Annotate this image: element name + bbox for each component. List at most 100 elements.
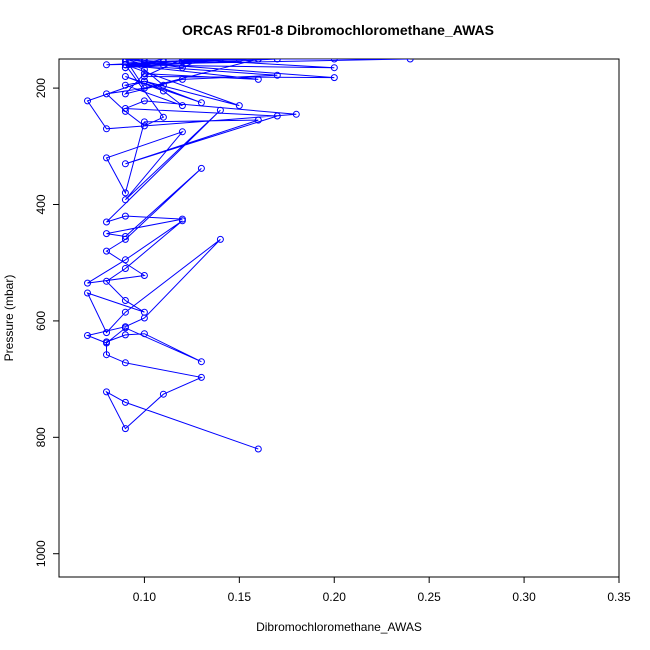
data-point xyxy=(121,196,129,204)
data-point xyxy=(406,59,414,63)
data-point xyxy=(121,323,129,331)
data-point xyxy=(178,102,186,110)
data-point xyxy=(159,59,167,66)
data-point xyxy=(121,235,129,243)
data-point xyxy=(178,59,186,63)
data-point xyxy=(159,390,167,398)
data-point xyxy=(121,189,129,197)
data-point xyxy=(197,373,205,381)
data-point xyxy=(121,256,129,264)
data-point xyxy=(178,215,186,223)
data-point xyxy=(103,277,110,285)
data-point xyxy=(121,73,129,80)
data-point xyxy=(140,73,148,80)
data-point xyxy=(178,59,186,66)
x-axis: 0.10 0.15 0.20 0.25 0.30 0.35 xyxy=(133,576,631,604)
data-point xyxy=(197,358,205,366)
data-point xyxy=(103,218,110,226)
data-point xyxy=(121,398,129,406)
data-point xyxy=(235,59,243,63)
data-point xyxy=(178,75,186,83)
data-point xyxy=(216,106,224,114)
data-point xyxy=(273,59,281,63)
x-tick-label: 0.15 xyxy=(228,590,252,604)
data-point xyxy=(330,59,338,63)
x-tick-label: 0.30 xyxy=(512,590,536,604)
x-tick-label: 0.25 xyxy=(417,590,441,604)
data-point xyxy=(121,64,129,72)
x-tick-label: 0.10 xyxy=(133,590,157,604)
data-point xyxy=(159,113,167,121)
data-point xyxy=(292,110,300,118)
y-axis-label: Pressure (mbar) xyxy=(2,275,16,362)
data-point xyxy=(103,230,110,238)
x-tick-label: 0.20 xyxy=(323,590,347,604)
data-point xyxy=(197,164,205,172)
data-point xyxy=(84,97,91,105)
data-point xyxy=(103,90,110,98)
y-tick-label: 600 xyxy=(34,311,48,331)
data-point xyxy=(235,102,243,110)
data-point xyxy=(84,289,91,297)
plot-frame xyxy=(58,58,620,578)
x-axis-label: Dibromochloromethane_AWAS xyxy=(256,620,422,634)
data-point xyxy=(140,122,148,130)
data-point xyxy=(216,235,224,243)
data-point xyxy=(121,359,129,367)
data-point xyxy=(178,128,186,136)
y-axis: 200 400 600 800 1000 xyxy=(34,78,60,567)
data-point xyxy=(140,308,148,316)
data-point xyxy=(84,332,91,339)
data-point xyxy=(159,61,167,69)
data-point xyxy=(121,81,129,89)
data-point xyxy=(216,59,224,63)
data-point xyxy=(121,90,129,98)
data-point xyxy=(273,71,281,79)
data-point xyxy=(121,233,129,240)
y-tick-label: 400 xyxy=(34,194,48,214)
data-point xyxy=(121,212,129,220)
data-point xyxy=(140,70,148,78)
series-line xyxy=(85,59,411,450)
data-point xyxy=(103,154,110,162)
data-point xyxy=(254,59,262,63)
data-point xyxy=(121,297,129,304)
data-point xyxy=(254,116,262,124)
data-point xyxy=(103,351,110,359)
data-point xyxy=(197,99,205,107)
data-point xyxy=(121,160,129,168)
data-point xyxy=(121,59,129,63)
data-point xyxy=(140,97,148,105)
data-point xyxy=(140,118,148,126)
data-point xyxy=(254,75,262,83)
data-point xyxy=(254,445,262,453)
data-point xyxy=(103,388,110,396)
data-point xyxy=(103,329,110,337)
data-point xyxy=(103,125,110,133)
data-point xyxy=(140,66,148,73)
data-point xyxy=(330,74,338,82)
data-point xyxy=(140,77,148,85)
data-point xyxy=(140,330,148,338)
data-point xyxy=(140,84,148,92)
x-tick-label: 0.35 xyxy=(607,590,631,604)
data-point xyxy=(197,59,205,63)
data-point xyxy=(121,425,129,433)
data-point xyxy=(140,59,148,66)
data-point xyxy=(159,81,167,89)
y-tick-label: 200 xyxy=(34,78,48,98)
data-point xyxy=(121,331,129,339)
y-tick-label: 800 xyxy=(34,427,48,447)
data-point xyxy=(121,265,129,272)
data-point xyxy=(121,107,129,115)
data-point xyxy=(140,59,148,63)
data-point xyxy=(273,112,281,120)
data-point xyxy=(121,105,129,112)
data-point xyxy=(103,61,110,69)
chart-title: ORCAS RF01-8 Dibromochloromethane_AWAS xyxy=(182,22,494,38)
data-point xyxy=(103,339,110,347)
data-point xyxy=(84,279,91,287)
data-point xyxy=(140,272,148,279)
data-point xyxy=(330,64,338,72)
